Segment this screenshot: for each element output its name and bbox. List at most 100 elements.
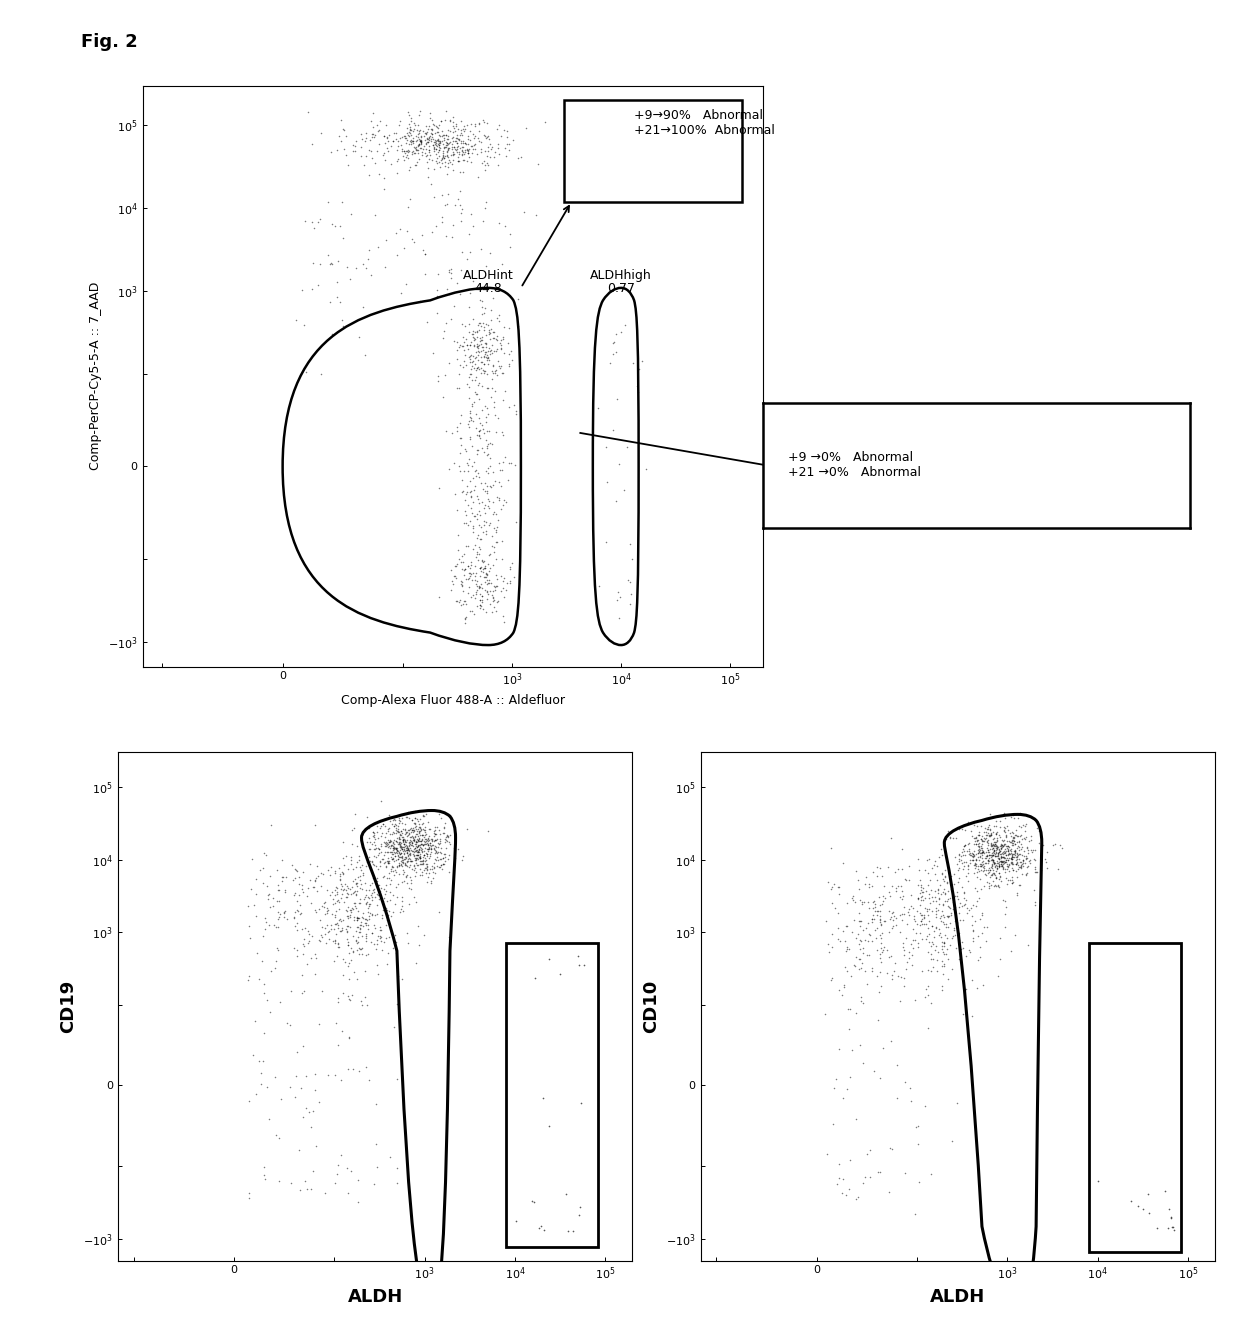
Point [268, 902, 288, 923]
Point [378, 140, 398, 161]
Point [472, 418, 492, 440]
Point [441, 560, 461, 581]
Point [418, 152, 438, 173]
Point [990, 876, 1009, 898]
Point [910, 903, 930, 924]
Point [461, 114, 481, 135]
Point [947, 1093, 967, 1114]
Point [453, 335, 472, 356]
Point [450, 284, 470, 305]
Text: ALDHint: ALDHint [463, 269, 513, 282]
Point [270, 903, 290, 924]
Point [910, 875, 930, 896]
Point [397, 842, 417, 863]
X-axis label: Comp-Alexa Fluor 488-A :: Aldefluor: Comp-Alexa Fluor 488-A :: Aldefluor [341, 693, 564, 706]
Point [481, 536, 501, 557]
Point [330, 870, 350, 891]
Point [363, 867, 383, 888]
Point [434, 817, 454, 838]
Point [996, 807, 1016, 828]
Point [348, 327, 368, 348]
Point [866, 928, 885, 949]
Point [901, 884, 921, 906]
Point [408, 818, 428, 840]
Point [475, 422, 495, 444]
Point [383, 131, 403, 152]
Point [832, 1183, 852, 1204]
Point [408, 854, 428, 875]
Point [476, 347, 496, 368]
Point [401, 108, 420, 129]
Point [417, 855, 436, 876]
Point [454, 161, 474, 182]
Point [405, 838, 425, 859]
Point [967, 978, 987, 999]
Point [454, 512, 474, 533]
Point [485, 396, 505, 417]
Point [415, 133, 435, 154]
Point [392, 896, 412, 917]
Point [413, 224, 433, 246]
Point [429, 132, 449, 153]
Point [471, 528, 491, 549]
Point [476, 566, 496, 587]
Point [405, 845, 425, 866]
Point [606, 323, 626, 345]
Point [362, 148, 382, 169]
Point [412, 854, 432, 875]
Point [396, 837, 415, 858]
Point [362, 923, 382, 944]
Point [475, 557, 495, 578]
Point [494, 586, 513, 607]
Point [293, 919, 312, 940]
Point [859, 898, 879, 919]
Point [863, 904, 883, 925]
Point [273, 866, 293, 887]
Point [430, 829, 450, 850]
Point [284, 884, 304, 906]
Point [992, 837, 1012, 858]
Point [439, 352, 459, 374]
Point [467, 358, 487, 379]
Point [439, 284, 459, 305]
Point [396, 147, 415, 168]
Point [978, 859, 998, 880]
Point [470, 565, 490, 586]
Point [365, 834, 384, 855]
Point [388, 822, 408, 843]
Point [883, 916, 903, 937]
Point [930, 874, 950, 895]
Point [472, 558, 492, 579]
Point [847, 928, 867, 949]
Point [332, 861, 352, 882]
Point [311, 862, 331, 883]
Point [901, 933, 921, 954]
Point [1017, 847, 1037, 869]
Point [422, 842, 441, 863]
Point [422, 123, 441, 144]
Point [983, 845, 1003, 866]
Point [992, 843, 1012, 865]
Point [978, 825, 998, 846]
Point [455, 609, 475, 630]
Point [393, 822, 413, 843]
Point [384, 822, 404, 843]
Point [536, 112, 556, 133]
Point [451, 131, 471, 152]
Point [357, 891, 377, 912]
Point [849, 911, 869, 932]
Point [427, 131, 446, 152]
Point [330, 866, 350, 887]
Point [1002, 849, 1022, 870]
Point [976, 865, 996, 886]
Point [484, 541, 503, 562]
Point [470, 334, 490, 355]
Point [837, 941, 857, 962]
Point [453, 143, 472, 164]
Point [976, 863, 996, 884]
Point [901, 954, 921, 975]
Point [417, 857, 436, 878]
Point [1008, 808, 1028, 829]
Point [407, 845, 427, 866]
Point [971, 814, 991, 836]
